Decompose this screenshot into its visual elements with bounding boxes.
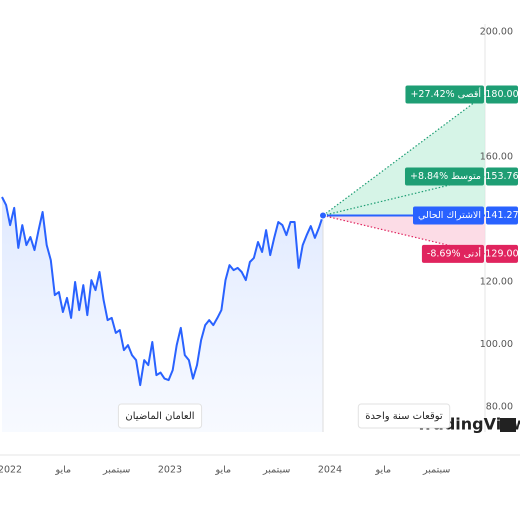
badge-value: 153.76 xyxy=(485,171,518,182)
badge-label: الاشتراك الحالي xyxy=(418,210,481,221)
x-tick-label: مايو xyxy=(55,465,72,476)
badge-value: 141.27 xyxy=(485,210,518,221)
badge-value-box xyxy=(486,167,518,186)
forecast-down-area xyxy=(323,215,485,254)
x-tick-label: 2023 xyxy=(158,465,182,476)
badge-label: +27.42% أقصى xyxy=(410,87,481,100)
x-tick-label: سبتمبر xyxy=(422,465,450,476)
forecast-badge: +27.42% أقصى 180.00 xyxy=(405,85,519,104)
annotation-text: العامان الماضيان xyxy=(125,411,194,422)
badge-value-box xyxy=(486,244,518,263)
y-tick-label: 80.00 xyxy=(486,402,513,413)
history-line xyxy=(1,196,324,387)
x-tick-label: 2024 xyxy=(318,465,342,476)
y-tick-label: 160.00 xyxy=(480,152,513,163)
forecast-high-line xyxy=(322,94,486,217)
current-point xyxy=(319,211,327,220)
x-tick-label: مايو xyxy=(215,465,232,476)
y-tick-label: 200.00 xyxy=(480,27,513,38)
forecast-badge: الاشتراك الحالي 141.27 xyxy=(413,206,519,225)
badge-label-box xyxy=(421,244,484,263)
annotation: العامان الماضيان xyxy=(117,403,203,429)
badge-value-box xyxy=(486,206,518,225)
badge-value: 129.00 xyxy=(485,248,518,259)
annotation: توقعات سنة واحدة xyxy=(357,403,451,429)
badge-label: -8.69% أدنى xyxy=(427,246,481,259)
history-area xyxy=(2,197,323,432)
badge-value: 180.00 xyxy=(485,89,518,100)
y-tick-label: 120.00 xyxy=(480,277,513,288)
watermark-logo xyxy=(500,418,516,432)
x-tick-label: مايو xyxy=(375,465,392,476)
forecast-badge: -8.69% أدنى 129.00 xyxy=(421,244,519,263)
x-tick-label: سبتمبر xyxy=(102,465,130,476)
annotation-box xyxy=(357,403,451,429)
badge-label-box xyxy=(404,167,484,186)
x-tick-label: 2022 xyxy=(0,465,22,476)
forecast-badge: +8.84% متوسط 153.76 xyxy=(404,167,519,186)
badge-label-box xyxy=(413,206,484,225)
annotation-box xyxy=(117,403,203,429)
x-tick-label: سبتمبر xyxy=(262,465,290,476)
badge-label: +8.84% متوسط xyxy=(410,171,481,182)
badge-value-box xyxy=(486,85,518,104)
annotation-text: توقعات سنة واحدة xyxy=(365,411,443,422)
y-tick-label: 100.00 xyxy=(480,339,513,350)
badge-label-box xyxy=(405,85,484,104)
